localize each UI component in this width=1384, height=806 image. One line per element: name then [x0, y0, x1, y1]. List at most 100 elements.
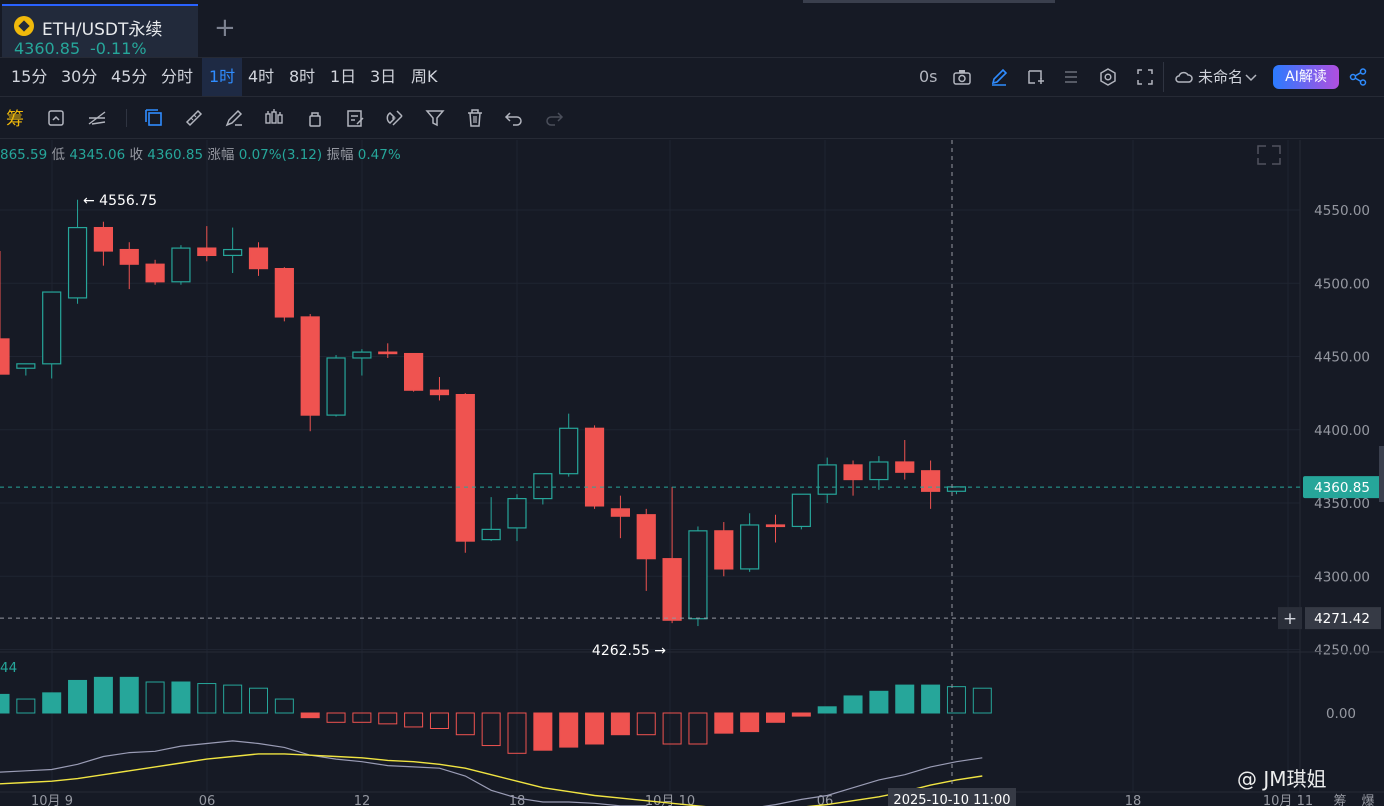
- macd-bar: [145, 681, 165, 714]
- plus-icon: +: [1283, 609, 1297, 629]
- ruler-icon[interactable]: [183, 107, 205, 129]
- macd-bar: [249, 687, 268, 714]
- amplitude-label: 振幅: [326, 147, 354, 163]
- change-value: 0.07%(3.12): [238, 147, 323, 163]
- symbol-tab[interactable]: ETH/USDT永续 4360.85 -0.11%: [2, 4, 198, 58]
- filter-icon[interactable]: [424, 107, 446, 129]
- fullscreen-icon[interactable]: [1135, 67, 1155, 87]
- timeframe-time[interactable]: 分时: [161, 67, 194, 86]
- candle-body: [378, 351, 398, 355]
- candle-body: [300, 316, 320, 416]
- pencil-icon[interactable]: [989, 67, 1009, 87]
- trash-icon[interactable]: [464, 107, 486, 129]
- candle-body: [119, 248, 139, 265]
- macd-bar: [378, 712, 398, 725]
- list-icon[interactable]: [1061, 67, 1081, 87]
- macd-bar: [171, 681, 191, 714]
- ohlc-legend: 865.59 低 4345.06 收 4360.85 涨幅 0.07%(3.12…: [0, 143, 401, 163]
- timeframe-1d[interactable]: 1日: [330, 67, 357, 86]
- toolbar-divider: [126, 109, 127, 127]
- candles-tool-icon[interactable]: [263, 107, 285, 129]
- candle-body: [481, 528, 501, 541]
- cloud-icon[interactable]: [1174, 67, 1194, 87]
- macd-bar: [662, 712, 682, 745]
- low-label: 低: [51, 147, 66, 163]
- macd-bar: [636, 712, 656, 736]
- tab-scrollbar[interactable]: [803, 0, 1055, 3]
- macd-bar: [68, 679, 88, 714]
- symbol-title: ETH/USDT永续: [42, 20, 163, 40]
- candle-body: [429, 389, 450, 396]
- symbol-price: 4360.85: [14, 39, 81, 58]
- price-scroll-handle: [1379, 446, 1384, 502]
- camera-icon[interactable]: [952, 67, 972, 87]
- chip-distribution-tool[interactable]: 筹: [6, 109, 24, 130]
- candle-body: [662, 558, 682, 621]
- timeframe-15m[interactable]: 15分: [11, 67, 48, 86]
- indicator-value: 44: [0, 660, 17, 676]
- lock-icon[interactable]: [304, 107, 326, 129]
- macd-bar: [197, 683, 217, 714]
- price-chart[interactable]: 4550.00 4500.00 4450.00 4400.00 4350.00 4300.…: [0, 140, 1384, 806]
- cycle-tool-icon[interactable]: [45, 107, 67, 129]
- candle-body: [0, 338, 10, 375]
- candle-body: [920, 470, 941, 492]
- timeframe-45m[interactable]: 45分: [111, 67, 148, 86]
- chevron-down-icon[interactable]: [1244, 67, 1258, 87]
- settings-icon[interactable]: [1098, 67, 1118, 87]
- candle-body: [274, 268, 294, 318]
- candle-body: [352, 351, 372, 359]
- macd-bar: [869, 690, 889, 714]
- share-icon[interactable]: [1348, 67, 1368, 87]
- candle-body: [248, 247, 269, 270]
- time-tick-label: 10月 10: [645, 794, 695, 806]
- brush-icon[interactable]: [223, 107, 245, 129]
- macd-bar: [714, 712, 734, 734]
- binance-logo-icon: [14, 16, 34, 36]
- candle-countdown: 0s: [919, 67, 938, 86]
- time-tick-label: 12: [354, 794, 371, 806]
- macd-bar: [16, 698, 36, 714]
- macd-dif-line: [0, 740, 983, 806]
- macd-bar: [300, 712, 320, 719]
- candle-body: [843, 464, 863, 481]
- close-label: 收: [129, 147, 143, 163]
- timeframe-3d[interactable]: 3日: [370, 67, 397, 86]
- macd-bar: [42, 692, 62, 714]
- notes-icon[interactable]: [344, 107, 366, 129]
- timeframe-1h[interactable]: 1时: [202, 58, 243, 96]
- candle-body: [869, 461, 889, 481]
- macd-bar: [0, 693, 10, 714]
- ai-analysis-button[interactable]: AI解读: [1273, 65, 1339, 89]
- macd-bar: [843, 695, 863, 714]
- price-tick-label: 4400.00: [1314, 423, 1370, 439]
- maximize-pane-icon: [1257, 145, 1281, 165]
- trend-tool-icon[interactable]: [86, 107, 108, 129]
- macd-bar: [223, 684, 243, 714]
- change-label: 涨幅: [207, 147, 235, 163]
- magnet-icon[interactable]: [384, 107, 406, 129]
- candle-body: [67, 226, 88, 299]
- candle-body: [171, 247, 191, 283]
- redo-icon[interactable]: [543, 107, 565, 129]
- time-tick-label: 爆: [1361, 794, 1374, 806]
- macd-bar: [326, 712, 346, 723]
- candle-body: [740, 524, 760, 570]
- layout-name[interactable]: 未命名: [1198, 68, 1244, 86]
- macd-bar: [895, 684, 915, 714]
- open-value: 865.59: [0, 147, 48, 163]
- timeframe-4h[interactable]: 4时: [248, 67, 275, 86]
- drawing-toolbar: 筹: [0, 97, 1384, 139]
- time-tick-label: 筹: [1333, 793, 1346, 806]
- candle-body: [533, 473, 553, 500]
- add-note-icon[interactable]: [1025, 67, 1045, 87]
- plus-icon[interactable]: +: [214, 13, 236, 43]
- undo-icon[interactable]: [503, 107, 525, 129]
- crosshair-price-tag: [1305, 607, 1381, 630]
- timeframe-30m[interactable]: 30分: [61, 67, 98, 86]
- timeframe-week[interactable]: 周K: [411, 67, 438, 86]
- select-tool-icon[interactable]: [143, 107, 165, 129]
- macd-bar: [481, 712, 501, 747]
- timeframe-8h[interactable]: 8时: [289, 67, 316, 86]
- time-tick-label: 18: [1125, 794, 1142, 806]
